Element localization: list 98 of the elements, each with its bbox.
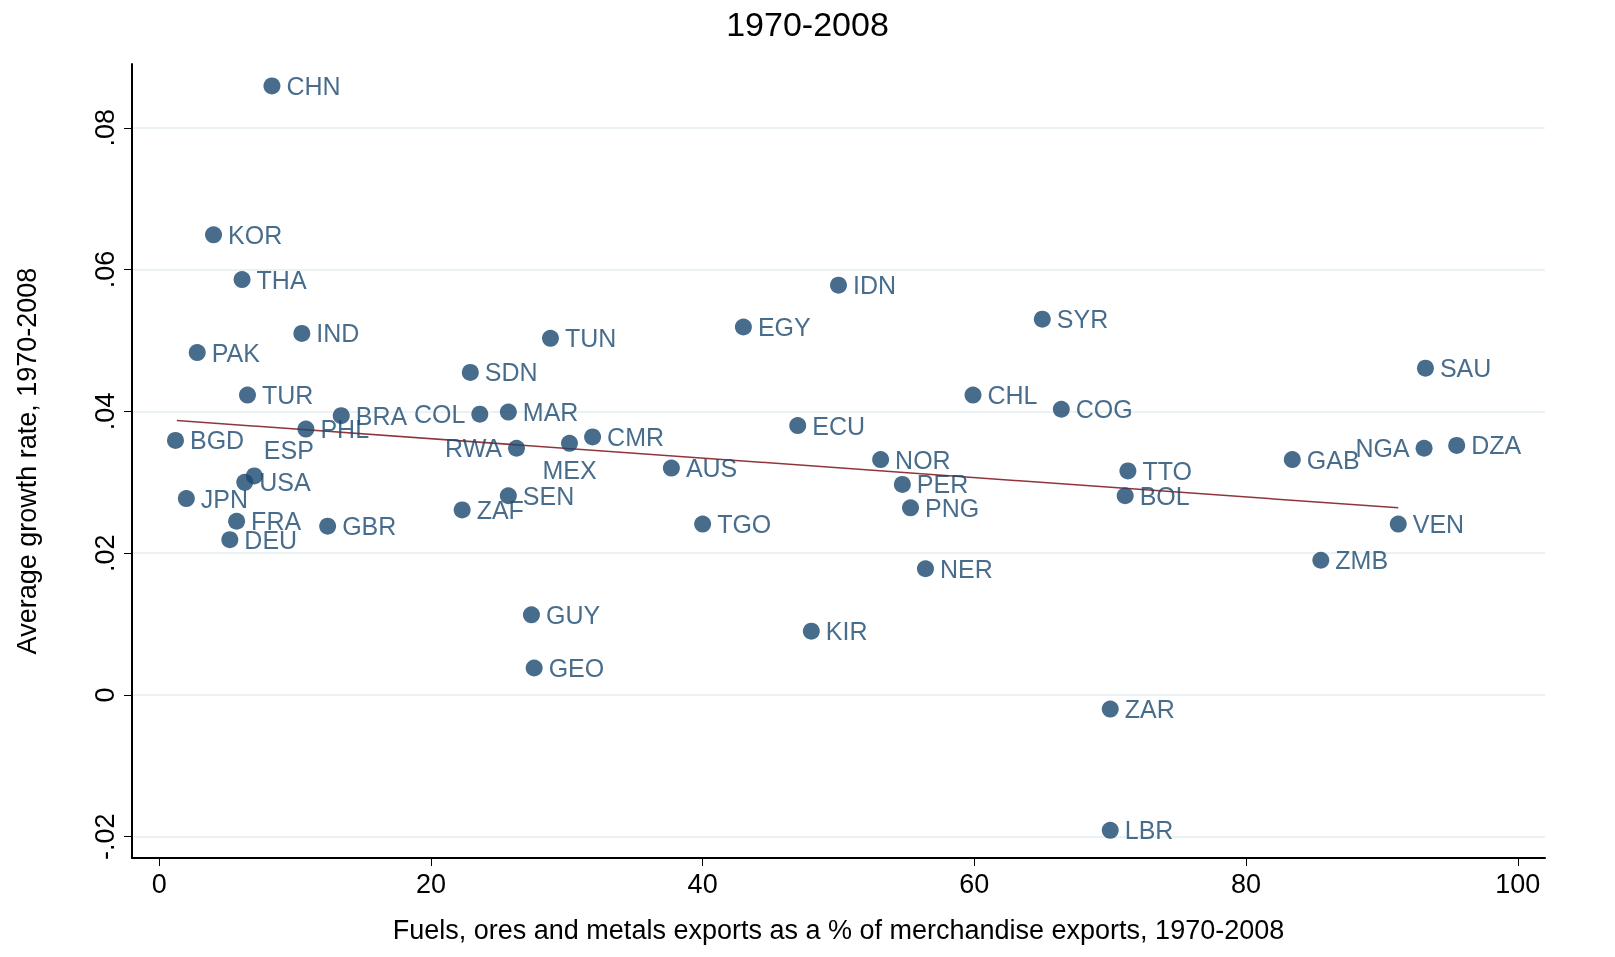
point bbox=[236, 473, 254, 491]
x-tick-label: 100 bbox=[1495, 868, 1541, 899]
point bbox=[177, 490, 195, 508]
data-label: ZAR bbox=[1124, 695, 1175, 724]
point bbox=[1416, 359, 1434, 377]
data-label: ESP bbox=[263, 435, 314, 464]
point bbox=[1101, 821, 1119, 839]
data-label: SAU bbox=[1439, 354, 1492, 383]
point bbox=[525, 659, 543, 677]
point bbox=[1052, 400, 1070, 418]
point bbox=[263, 77, 281, 95]
data-label: TUN bbox=[564, 324, 617, 353]
data-label: AUS bbox=[685, 454, 738, 483]
data-label: THA bbox=[256, 265, 307, 294]
y-axis-title: Average growth rate, 1970-2008 bbox=[11, 267, 42, 655]
point bbox=[1119, 462, 1137, 480]
point bbox=[916, 560, 934, 578]
x-tick-label: 60 bbox=[959, 868, 990, 899]
point bbox=[1415, 439, 1433, 457]
data-label: GUY bbox=[545, 600, 601, 629]
y-tick-label: .04 bbox=[89, 392, 120, 431]
point bbox=[1283, 451, 1301, 469]
point bbox=[1101, 700, 1119, 718]
point bbox=[561, 434, 578, 452]
point bbox=[964, 386, 982, 404]
data-label: TGO bbox=[717, 510, 772, 539]
y-tick-label: -.02 bbox=[89, 813, 120, 860]
point bbox=[239, 386, 256, 404]
data-label: CHN bbox=[286, 71, 341, 100]
data-label: ECU bbox=[812, 411, 866, 440]
point bbox=[902, 499, 920, 517]
point bbox=[205, 226, 223, 244]
data-label: KIR bbox=[825, 617, 868, 646]
data-label: COL bbox=[413, 400, 466, 429]
point bbox=[221, 531, 239, 549]
data-label: TUR bbox=[261, 381, 314, 410]
data-label: LBR bbox=[1124, 816, 1174, 845]
y-tick-label: .08 bbox=[89, 109, 120, 147]
point bbox=[662, 459, 680, 477]
point bbox=[1116, 487, 1134, 505]
point bbox=[872, 451, 890, 469]
x-tick-label: 20 bbox=[415, 868, 446, 899]
data-label: PAK bbox=[211, 338, 261, 367]
point bbox=[1389, 515, 1407, 533]
data-label: SDN bbox=[484, 358, 538, 387]
point bbox=[789, 417, 807, 435]
data-label: IND bbox=[316, 319, 360, 348]
data-label: NER bbox=[939, 554, 993, 583]
point bbox=[1312, 551, 1330, 569]
point bbox=[453, 501, 471, 519]
point bbox=[830, 276, 847, 294]
data-label: COG bbox=[1075, 395, 1133, 424]
x-tick-label: 80 bbox=[1231, 868, 1262, 899]
data-label: SYR bbox=[1056, 305, 1109, 334]
point bbox=[734, 318, 752, 336]
point bbox=[1448, 436, 1466, 454]
point bbox=[522, 606, 540, 624]
y-tick-label: .02 bbox=[89, 534, 120, 572]
point bbox=[584, 428, 602, 446]
data-label: USA bbox=[259, 468, 311, 497]
point bbox=[188, 344, 206, 362]
point bbox=[166, 431, 184, 449]
data-label: BGD bbox=[189, 426, 245, 455]
data-label: KOR bbox=[228, 220, 283, 249]
point bbox=[297, 420, 315, 438]
data-label: GBR bbox=[342, 512, 397, 541]
data-label: ZMB bbox=[1335, 546, 1389, 575]
chart-title: 1970-2008 bbox=[726, 5, 889, 43]
point bbox=[471, 405, 489, 423]
data-label: TTO bbox=[1142, 456, 1192, 485]
data-label: DZA bbox=[1471, 431, 1522, 460]
data-label: VEN bbox=[1412, 510, 1465, 539]
x-tick-label: 40 bbox=[687, 868, 718, 899]
point bbox=[293, 324, 311, 342]
data-label: GEO bbox=[548, 654, 605, 683]
point bbox=[499, 403, 517, 421]
point bbox=[508, 439, 525, 457]
data-label: IDN bbox=[853, 271, 897, 300]
point bbox=[893, 475, 911, 493]
point bbox=[319, 517, 337, 535]
data-label: CMR bbox=[607, 422, 665, 451]
point bbox=[228, 512, 246, 530]
point bbox=[694, 515, 712, 533]
point bbox=[233, 271, 251, 289]
y-tick-label: 0 bbox=[89, 687, 120, 703]
data-label: RWA bbox=[445, 434, 503, 463]
point bbox=[541, 329, 559, 347]
point bbox=[1033, 310, 1051, 328]
y-tick-label: .06 bbox=[89, 250, 120, 289]
data-label: CHL bbox=[987, 381, 1038, 410]
data-label: MAR bbox=[522, 398, 579, 427]
point bbox=[461, 363, 479, 381]
x-tick-label: 0 bbox=[151, 868, 167, 899]
data-label: EGY bbox=[757, 313, 812, 342]
point bbox=[802, 622, 820, 640]
data-label: ZAF bbox=[476, 495, 524, 524]
data-label: JPN bbox=[200, 484, 249, 513]
x-axis-title: Fuels, ores and metals exports as a % of merchandise exports, 1970-2008 bbox=[392, 914, 1285, 945]
